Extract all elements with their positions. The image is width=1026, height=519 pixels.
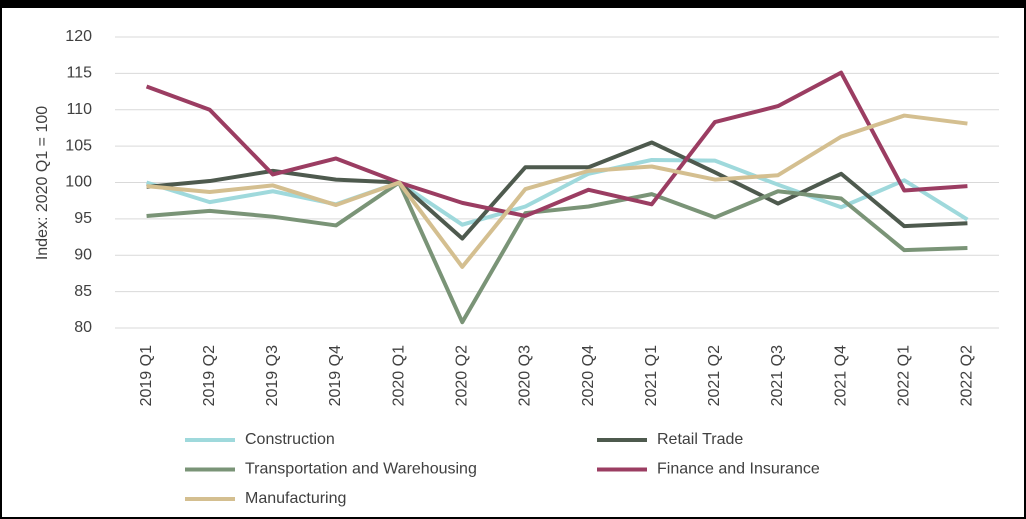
- series-line: [146, 113, 968, 269]
- legend-label: Construction: [245, 431, 335, 448]
- y-tick-label: 120: [65, 28, 92, 45]
- y-tick-label: 90: [74, 246, 92, 263]
- x-tick-label: 2021 Q4: [832, 345, 849, 406]
- y-tick-label: 110: [66, 101, 92, 118]
- x-tick-label: 2021 Q3: [769, 345, 786, 406]
- legend-label: Finance and Insurance: [657, 461, 820, 478]
- x-tick-label: 2020 Q4: [580, 345, 597, 406]
- y-tick-label: 115: [66, 65, 92, 82]
- frame: [0, 3, 1026, 519]
- x-tick-label: 2019 Q1: [138, 345, 155, 406]
- x-tick-label: 2021 Q1: [643, 345, 660, 406]
- series-line: [145, 70, 968, 218]
- x-tick-label: 2019 Q2: [201, 345, 218, 406]
- y-tick-label: 95: [74, 210, 92, 227]
- y-tick-label: 105: [65, 137, 92, 154]
- x-tick-label: 2021 Q2: [706, 345, 723, 406]
- x-tick-label: 2020 Q3: [517, 345, 534, 406]
- top-bar: [0, 0, 1026, 8]
- y-axis-title: Index: 2020 Q1 = 100: [34, 106, 51, 260]
- legend-label: Transportation and Warehousing: [245, 461, 477, 478]
- x-tick-label: 2022 Q2: [959, 345, 976, 406]
- series-line: [145, 157, 969, 227]
- y-tick-label: 80: [74, 319, 92, 336]
- legend-label: Manufacturing: [245, 490, 346, 507]
- y-tick-label: 100: [65, 174, 92, 191]
- x-tick-label: 2019 Q3: [264, 345, 281, 406]
- series-line: [146, 180, 968, 325]
- x-tick-label: 2019 Q4: [327, 345, 344, 406]
- x-tick-label: 2022 Q1: [896, 345, 913, 406]
- legend-label: Retail Trade: [657, 431, 743, 448]
- y-tick-label: 85: [74, 283, 92, 300]
- x-tick-label: 2020 Q1: [390, 345, 407, 406]
- x-tick-label: 2020 Q2: [454, 345, 471, 406]
